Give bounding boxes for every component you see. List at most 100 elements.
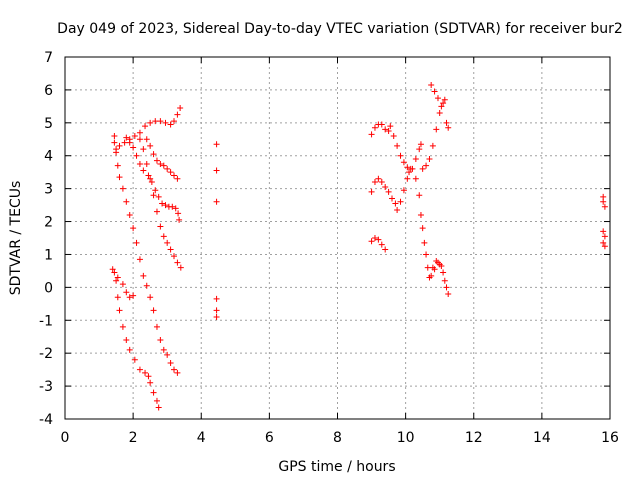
- data-point: [130, 292, 137, 299]
- data-point: [417, 211, 424, 218]
- data-point: [133, 152, 140, 159]
- data-point: [378, 179, 385, 186]
- y-tick-label: 2: [44, 215, 53, 231]
- plot-frame: [64, 56, 611, 420]
- data-point: [126, 346, 133, 353]
- data-point: [153, 323, 160, 330]
- data-point: [167, 169, 174, 176]
- x-tick-label: 10: [397, 430, 415, 446]
- data-points: [109, 81, 608, 411]
- data-point: [213, 307, 220, 314]
- data-point: [419, 225, 426, 232]
- data-point: [133, 239, 140, 246]
- data-point: [164, 239, 171, 246]
- y-tick-label: 4: [44, 149, 53, 165]
- y-tick-label: -1: [39, 313, 53, 329]
- data-point: [167, 246, 174, 253]
- y-axis-label: SDTVAR / TECUs: [8, 181, 24, 296]
- data-point: [147, 142, 154, 149]
- data-point: [123, 337, 130, 344]
- data-point: [114, 294, 121, 301]
- data-point: [438, 103, 445, 110]
- data-point: [423, 251, 430, 258]
- data-point: [371, 179, 378, 186]
- data-point: [111, 132, 118, 139]
- data-point: [176, 216, 183, 223]
- data-point: [152, 187, 159, 194]
- data-point: [167, 121, 174, 128]
- data-point: [130, 144, 137, 151]
- data-point: [131, 356, 138, 363]
- data-point: [126, 211, 133, 218]
- data-point: [397, 152, 404, 159]
- data-point: [440, 100, 447, 107]
- y-tick-label: 5: [44, 116, 53, 132]
- data-point: [153, 208, 160, 215]
- data-point: [136, 136, 143, 143]
- data-point: [143, 136, 150, 143]
- data-point: [142, 369, 149, 376]
- data-point: [116, 142, 123, 149]
- data-point: [440, 269, 447, 276]
- data-point: [172, 205, 179, 212]
- data-point: [213, 198, 220, 205]
- data-point: [429, 264, 436, 271]
- data-point: [426, 274, 433, 281]
- data-point: [441, 96, 448, 103]
- data-point: [109, 266, 116, 273]
- data-point: [601, 243, 608, 250]
- data-point: [368, 131, 375, 138]
- data-point: [409, 165, 416, 172]
- data-point: [436, 109, 443, 116]
- data-point: [171, 172, 177, 179]
- data-point: [160, 162, 167, 169]
- x-tick-label: 4: [197, 430, 206, 446]
- data-point: [160, 233, 167, 240]
- data-point: [174, 259, 181, 266]
- data-point: [390, 132, 397, 139]
- y-tick-label: 1: [44, 247, 53, 263]
- data-point: [601, 233, 608, 240]
- data-point: [177, 105, 184, 112]
- data-point: [433, 126, 440, 133]
- x-tick-label: 8: [333, 430, 342, 446]
- x-tick-label: 14: [533, 430, 551, 446]
- data-point: [150, 307, 157, 314]
- data-point: [136, 129, 143, 136]
- data-point: [167, 360, 174, 367]
- data-point: [416, 192, 423, 199]
- data-point: [382, 126, 389, 133]
- data-point: [160, 346, 167, 353]
- data-point: [157, 223, 164, 230]
- data-point: [157, 160, 164, 167]
- data-point: [164, 165, 171, 172]
- data-point: [387, 123, 394, 130]
- data-point: [385, 188, 392, 195]
- data-point: [213, 167, 220, 174]
- data-point: [419, 165, 426, 172]
- data-point: [157, 118, 164, 125]
- data-point: [143, 282, 150, 289]
- data-point: [368, 238, 375, 245]
- data-point: [142, 123, 149, 130]
- data-point: [171, 366, 177, 373]
- y-tick-label: 0: [44, 280, 53, 296]
- data-point: [431, 88, 438, 95]
- data-point: [600, 239, 607, 246]
- data-point: [443, 284, 450, 291]
- data-point: [162, 202, 169, 209]
- data-point: [152, 118, 159, 125]
- data-point: [426, 156, 433, 163]
- data-point: [155, 193, 162, 200]
- data-point: [421, 239, 428, 246]
- data-point: [400, 159, 407, 166]
- data-point: [150, 389, 157, 396]
- data-point: [174, 111, 181, 118]
- y-tick-label: 7: [44, 50, 53, 66]
- data-point: [404, 175, 411, 182]
- x-tick-label: 2: [129, 430, 138, 446]
- data-point: [213, 313, 220, 320]
- data-point: [150, 151, 157, 158]
- data-point: [136, 366, 143, 373]
